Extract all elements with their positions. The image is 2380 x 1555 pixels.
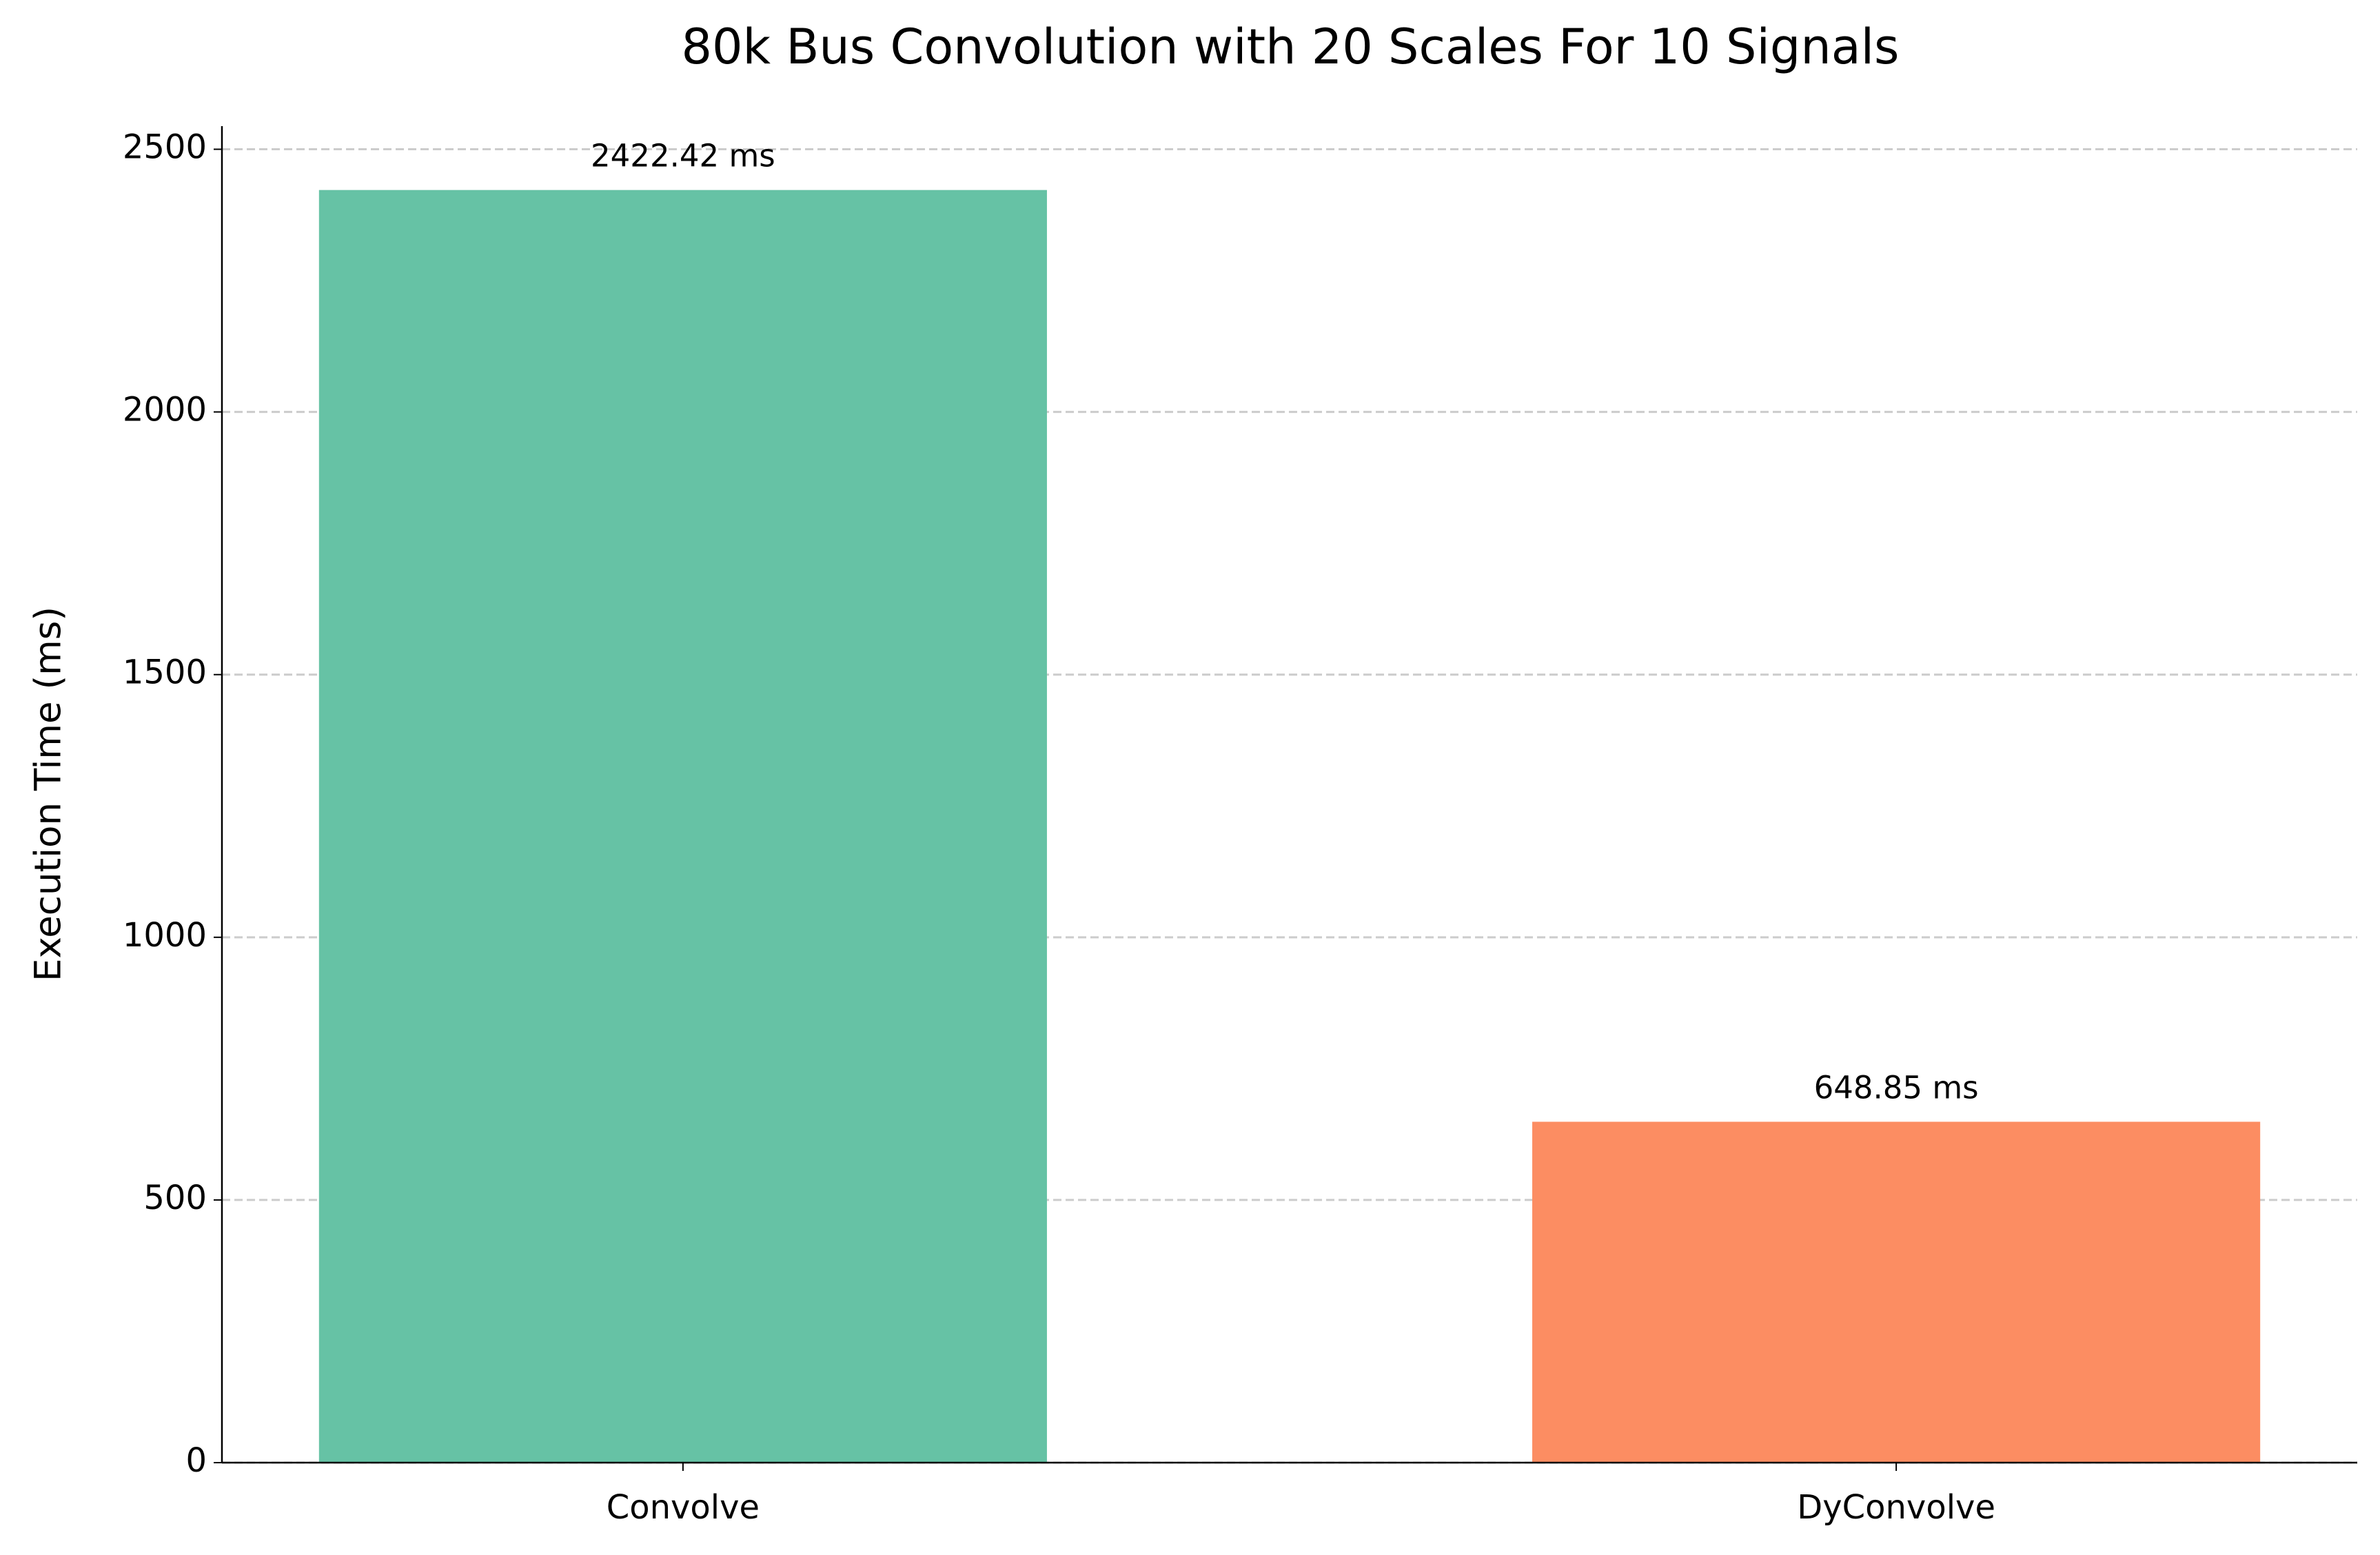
y-tick-label: 500 <box>143 1179 207 1217</box>
y-tick-label: 1000 <box>123 916 207 955</box>
value-label: 648.85 ms <box>1814 1069 1979 1106</box>
bar <box>318 190 1047 1463</box>
value-label: 2422.42 ms <box>591 138 775 174</box>
y-tick-label: 2000 <box>123 391 207 429</box>
y-tick-label: 0 <box>185 1441 207 1480</box>
y-axis-label: Execution Time (ms) <box>28 607 70 982</box>
bar <box>1532 1121 2261 1463</box>
x-tick-label: Convolve <box>607 1488 760 1527</box>
y-tick-label: 1500 <box>123 653 207 692</box>
y-tick-label: 2500 <box>123 128 207 167</box>
x-tick-label: DyConvolve <box>1797 1488 1995 1527</box>
chart-title: 80k Bus Convolution with 20 Scales For 1… <box>681 19 1899 75</box>
